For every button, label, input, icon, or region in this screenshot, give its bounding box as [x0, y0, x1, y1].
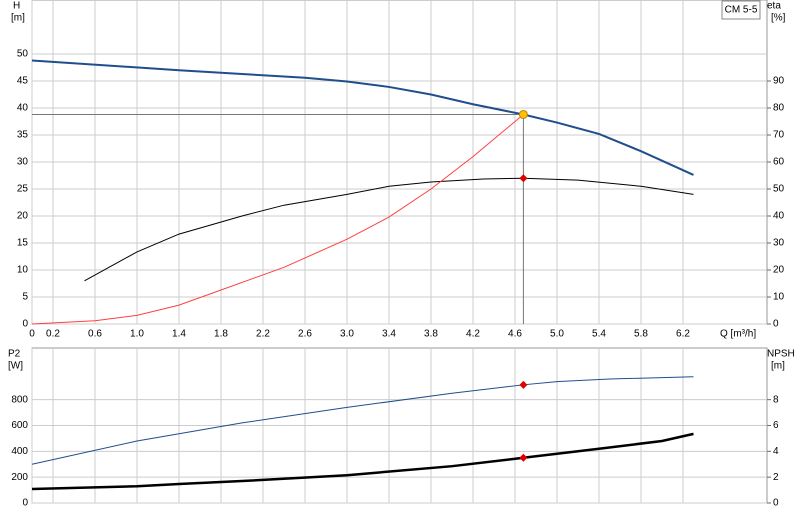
y2-tick-label: 40: [773, 211, 785, 222]
curve: [31, 432, 694, 491]
x-tick-label: 3.4: [382, 329, 396, 340]
x-axis-label: Q [m³/h]: [720, 329, 756, 340]
x-tick-label: 1.0: [130, 329, 144, 340]
x-tick-label: 1.4: [172, 329, 186, 340]
y2-axis-label: eta: [767, 1, 781, 12]
y-tick-label: 800: [11, 394, 28, 405]
y2-tick-label: 6: [773, 420, 779, 431]
x-tick-label: 0.2: [46, 329, 60, 340]
x-tick-label: 5.0: [550, 329, 564, 340]
y-axis-label: P2: [8, 349, 21, 360]
y-tick-label: 20: [17, 211, 29, 222]
y-tick-label: 25: [17, 184, 29, 195]
y2-tick-label: 70: [773, 130, 785, 141]
x-tick-label: 3.8: [424, 329, 438, 340]
chart-title: CM 5-5: [725, 5, 758, 16]
y2-tick-label: 50: [773, 184, 785, 195]
x-tick-label: 5.4: [592, 329, 606, 340]
x-tick-label: 0: [29, 329, 35, 340]
y2-tick-label: 20: [773, 265, 785, 276]
curve: [31, 376, 694, 465]
y-tick-label: 50: [17, 49, 29, 60]
curve: [31, 59, 694, 176]
y-tick-label: 15: [17, 238, 29, 249]
x-tick-label: 2.2: [256, 329, 270, 340]
y-tick-label: 30: [17, 157, 29, 168]
y2-tick-label: 8: [773, 394, 779, 405]
x-tick-label: 2.6: [298, 329, 312, 340]
operating-point: [519, 453, 528, 462]
operating-point: [518, 109, 528, 119]
y2-axis-unit: [m]: [771, 361, 785, 372]
y-tick-label: 40: [17, 103, 29, 114]
operating-point: [519, 380, 528, 389]
y-tick-label: 400: [11, 446, 28, 457]
y2-tick-label: 0: [773, 498, 779, 509]
y2-tick-label: 0: [773, 319, 779, 330]
x-tick-label: 0.6: [88, 329, 102, 340]
y-tick-label: 0: [22, 319, 28, 330]
x-tick-label: 3.0: [340, 329, 354, 340]
title-box: [721, 0, 761, 20]
y-tick-label: 10: [17, 265, 29, 276]
y2-tick-label: 4: [773, 446, 779, 457]
y-axis-label: H: [13, 1, 20, 12]
y2-tick-label: 10: [773, 292, 785, 303]
y-axis-unit: [W]: [8, 361, 23, 372]
y-tick-label: 35: [17, 130, 29, 141]
y2-tick-label: 2: [773, 472, 779, 483]
y-tick-label: 5: [22, 292, 28, 303]
operating-point: [519, 174, 528, 183]
curve: [84, 177, 694, 282]
y-tick-label: 200: [11, 472, 28, 483]
y2-tick-label: 90: [773, 76, 785, 87]
y2-axis-unit: [%]: [771, 13, 786, 24]
x-tick-label: 4.6: [508, 329, 522, 340]
y2-axis-label: NPSH: [767, 349, 795, 360]
x-tick-label: 4.2: [466, 329, 480, 340]
y-tick-label: 600: [11, 420, 28, 431]
y-axis-unit: [m]: [11, 13, 25, 24]
curve: [31, 114, 524, 325]
y-tick-label: 45: [17, 76, 29, 87]
x-tick-label: 1.8: [214, 329, 228, 340]
y2-tick-label: 30: [773, 238, 785, 249]
x-tick-label: 6.2: [676, 329, 690, 340]
x-tick-label: 5.8: [634, 329, 648, 340]
y2-tick-label: 80: [773, 103, 785, 114]
y2-tick-label: 60: [773, 157, 785, 168]
y-tick-label: 0: [22, 498, 28, 509]
